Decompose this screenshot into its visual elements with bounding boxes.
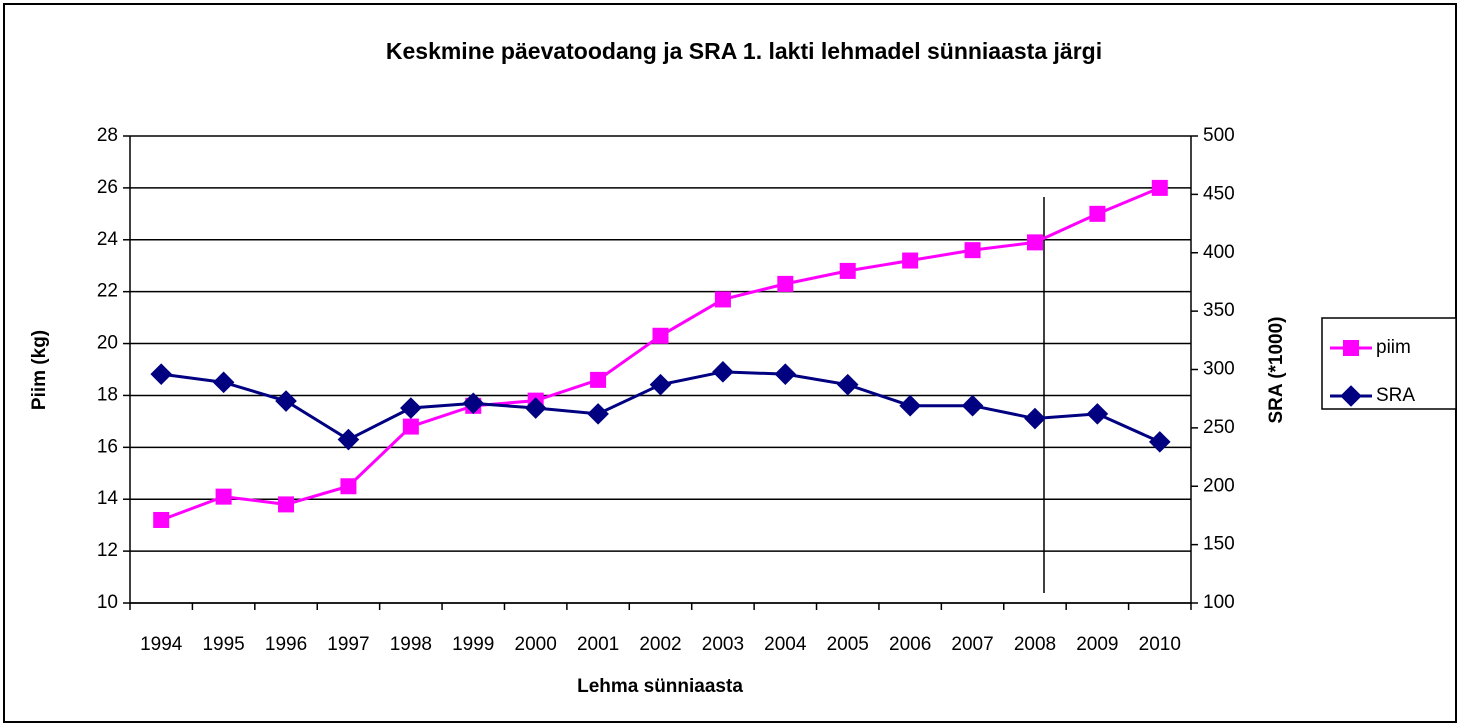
legend-label: SRA bbox=[1376, 385, 1415, 406]
data-point bbox=[1086, 403, 1109, 425]
data-point bbox=[337, 428, 360, 451]
x-tick-label: 2006 bbox=[889, 634, 931, 655]
x-tick-label: 2009 bbox=[1076, 634, 1118, 655]
x-tick-label: 2004 bbox=[764, 634, 807, 655]
data-point bbox=[275, 390, 297, 412]
x-tick-label: 1996 bbox=[265, 634, 307, 655]
data-point bbox=[400, 397, 422, 419]
x-tick-label: 2008 bbox=[1014, 634, 1056, 655]
y-tick-label: 12 bbox=[97, 540, 118, 561]
data-point bbox=[714, 291, 731, 308]
data-point bbox=[1026, 234, 1043, 251]
data-point bbox=[902, 252, 919, 269]
data-point bbox=[462, 392, 485, 415]
data-point bbox=[587, 403, 609, 425]
data-point bbox=[964, 242, 981, 259]
data-point bbox=[590, 371, 607, 388]
y2-tick-label: 350 bbox=[1203, 300, 1235, 321]
x-tick-label: 1998 bbox=[390, 634, 432, 655]
y2-tick-label: 500 bbox=[1203, 125, 1235, 146]
data-point bbox=[649, 373, 672, 396]
y-tick-label: 20 bbox=[97, 333, 118, 354]
chart-border bbox=[3, 3, 1457, 723]
legend-marker bbox=[1340, 385, 1362, 407]
y-tick-label: 10 bbox=[97, 592, 118, 613]
chart-title: Keskmine päevatoodang ja SRA 1. lakti le… bbox=[386, 38, 1102, 64]
x-tick-label: 2001 bbox=[577, 634, 619, 655]
data-point bbox=[1089, 205, 1106, 222]
x-tick-label: 2005 bbox=[827, 634, 869, 655]
y2-tick-label: 100 bbox=[1203, 592, 1235, 613]
x-tick-label: 2010 bbox=[1139, 634, 1181, 655]
data-point bbox=[961, 394, 984, 417]
y-tick-label: 28 bbox=[97, 125, 118, 146]
x-tick-label: 1997 bbox=[327, 634, 369, 655]
x-tick-label: 1995 bbox=[202, 634, 244, 655]
data-point bbox=[215, 488, 232, 505]
data-point bbox=[777, 275, 794, 292]
y-tick-label: 22 bbox=[97, 281, 118, 302]
legend-marker bbox=[1343, 340, 1359, 356]
data-point bbox=[774, 363, 797, 385]
y-tick-label: 14 bbox=[97, 488, 119, 509]
data-point bbox=[212, 371, 235, 394]
y2-tick-label: 250 bbox=[1203, 417, 1235, 438]
data-point bbox=[153, 511, 170, 528]
data-point bbox=[340, 478, 357, 495]
x-tick-label: 1994 bbox=[140, 634, 183, 655]
y-axis-title: Piim (kg) bbox=[29, 330, 50, 410]
data-point bbox=[402, 418, 419, 435]
data-point bbox=[1151, 179, 1168, 196]
data-point bbox=[1148, 431, 1171, 453]
legend-label: piim bbox=[1376, 337, 1411, 358]
y2-tick-label: 450 bbox=[1203, 183, 1235, 204]
data-point bbox=[839, 262, 856, 279]
x-tick-label: 2000 bbox=[515, 634, 557, 655]
x-axis-title: Lehma sünniaasta bbox=[577, 676, 743, 697]
x-tick-label: 1999 bbox=[452, 634, 494, 655]
data-point bbox=[150, 363, 173, 385]
y2-axis-title: SRA (*1000) bbox=[1266, 316, 1287, 423]
data-point bbox=[1024, 407, 1046, 430]
x-tick-label: 2003 bbox=[702, 634, 744, 655]
data-point bbox=[278, 496, 295, 513]
y2-tick-label: 150 bbox=[1203, 534, 1235, 555]
data-point bbox=[836, 373, 859, 396]
x-tick-label: 2002 bbox=[639, 634, 681, 655]
y-tick-label: 24 bbox=[97, 229, 119, 250]
y2-tick-label: 400 bbox=[1203, 242, 1235, 263]
data-point bbox=[712, 361, 734, 383]
x-tick-label: 2007 bbox=[951, 634, 993, 655]
y2-tick-label: 200 bbox=[1203, 475, 1235, 496]
data-point bbox=[652, 327, 669, 344]
data-point bbox=[524, 397, 547, 419]
data-point bbox=[899, 394, 921, 417]
y2-tick-label: 300 bbox=[1203, 359, 1235, 380]
y-tick-label: 18 bbox=[97, 384, 118, 405]
y-tick-label: 26 bbox=[97, 177, 118, 198]
y-tick-label: 16 bbox=[97, 436, 118, 457]
